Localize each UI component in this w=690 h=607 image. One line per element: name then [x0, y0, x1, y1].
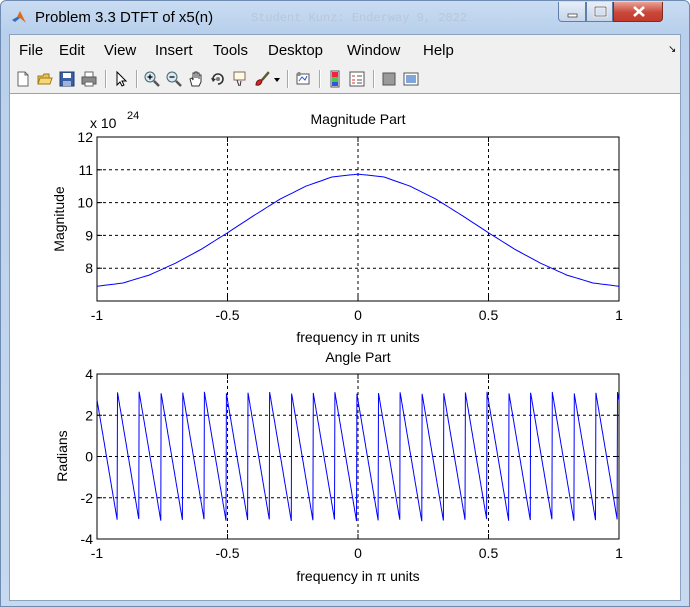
- zoom-out-icon[interactable]: [165, 70, 183, 88]
- show-plot-tools-icon[interactable]: [402, 70, 420, 88]
- angle-ytick-label: -2: [81, 490, 94, 506]
- magnitude-ytick-label: 11: [78, 162, 93, 178]
- brush-icon[interactable]: [253, 70, 271, 88]
- magnitude-ticks: -1 -0.5 0 0.5 1 12 11 10 9 8: [77, 129, 623, 323]
- magnitude-grid: [97, 137, 619, 301]
- minimize-icon: [567, 13, 578, 18]
- magnitude-exponent: 24: [127, 110, 139, 122]
- magnitude-xtick-label: 0.5: [479, 307, 499, 323]
- angle-ytick-label: 2: [85, 407, 93, 423]
- menu-help[interactable]: Help: [423, 42, 454, 59]
- angle-ytick-label: 0: [85, 449, 93, 465]
- angle-xtick-label: 1: [615, 545, 623, 561]
- menu-insert[interactable]: Insert: [155, 42, 193, 59]
- angle-axes[interactable]: -1 -0.5 0 0.5 1 4 2 0 -2 -4 Angle Part Radians fr…: [54, 349, 623, 584]
- magnitude-ytick-label: 9: [85, 227, 93, 243]
- link-plot-icon[interactable]: [294, 70, 312, 88]
- window-title: Problem 3.3 DTFT of x5(n): [35, 9, 214, 26]
- angle-title: Angle Part: [325, 349, 390, 365]
- minimize-button[interactable]: [558, 2, 586, 22]
- magnitude-xlabel: frequency in π units: [296, 329, 419, 345]
- magnitude-xtick-label: 0: [354, 307, 362, 323]
- maximize-button[interactable]: [586, 2, 613, 22]
- close-icon: [633, 6, 645, 17]
- pan-icon[interactable]: [187, 70, 205, 88]
- colorbar-icon[interactable]: [326, 70, 344, 88]
- print-icon[interactable]: [80, 70, 98, 88]
- magnitude-multiplier: x 10: [90, 115, 117, 131]
- magnitude-xtick-label: 1: [615, 307, 623, 323]
- brush-dropdown-icon[interactable]: [272, 70, 282, 88]
- angle-ytick-label: -4: [81, 531, 94, 547]
- data-cursor-icon[interactable]: [231, 70, 249, 88]
- menu-window[interactable]: Window: [347, 42, 401, 59]
- magnitude-ytick-label: 10: [77, 195, 93, 211]
- angle-grid: [97, 374, 619, 539]
- menu-edit[interactable]: Edit: [59, 42, 85, 59]
- close-button[interactable]: [613, 2, 663, 22]
- magnitude-ylabel: Magnitude: [51, 186, 67, 252]
- angle-curve: [96, 391, 620, 522]
- magnitude-ytick-label: 12: [77, 129, 93, 145]
- new-figure-icon[interactable]: [14, 70, 32, 88]
- figure-toolbar: [10, 65, 680, 94]
- magnitude-axes-box: [96, 136, 620, 302]
- maximize-icon: [593, 5, 608, 18]
- background-window-text: Student Kunz: Enderway 9, 2022: [251, 11, 468, 25]
- angle-ytick-label: 4: [85, 366, 93, 382]
- angle-xtick-label: 0: [354, 545, 362, 561]
- toolbar-separator: [287, 70, 289, 88]
- open-file-icon[interactable]: [36, 70, 54, 88]
- matlab-logo-icon: [12, 11, 26, 23]
- zoom-in-icon[interactable]: [143, 70, 161, 88]
- figure-canvas: -1 -0.5 0 0.5 1 12 11 10 9 8 Magnitude Part x 10 …: [10, 94, 680, 600]
- angle-xtick-label: 0.5: [479, 545, 499, 561]
- magnitude-ytick-label: 8: [85, 260, 93, 276]
- magnitude-title: Magnitude Part: [311, 111, 406, 127]
- menu-bar: File Edit View Insert Tools Desktop Wind…: [10, 35, 680, 65]
- angle-xtick-label: -1: [91, 545, 104, 561]
- toolbar-separator: [105, 70, 107, 88]
- menu-tools[interactable]: Tools: [213, 42, 249, 59]
- legend-icon[interactable]: [348, 70, 366, 88]
- menu-desktop[interactable]: Desktop: [268, 42, 324, 59]
- magnitude-curve: [96, 173, 620, 287]
- title-bar[interactable]: Problem 3.3 DTFT of x5(n) Student Kunz: …: [1, 1, 689, 34]
- toolbar-separator: [373, 70, 375, 88]
- angle-ticks: -1 -0.5 0 0.5 1 4 2 0 -2 -4: [81, 366, 624, 561]
- angle-xlabel: frequency in π units: [296, 568, 419, 584]
- pointer-icon[interactable]: [112, 70, 130, 88]
- menu-file[interactable]: File: [19, 42, 44, 59]
- magnitude-xtick-label: -0.5: [215, 307, 239, 323]
- menu-overflow-arrow-icon[interactable]: ↘: [668, 44, 677, 55]
- magnitude-xtick-label: -1: [91, 307, 104, 323]
- hide-plot-tools-icon[interactable]: [380, 70, 398, 88]
- angle-ylabel: Radians: [54, 430, 70, 481]
- save-icon[interactable]: [58, 70, 76, 88]
- toolbar-separator: [319, 70, 321, 88]
- rotate-icon[interactable]: [209, 70, 227, 88]
- figure-client-area: File Edit View Insert Tools Desktop Wind…: [9, 34, 681, 601]
- menu-view[interactable]: View: [104, 42, 137, 59]
- toolbar-separator: [136, 70, 138, 88]
- angle-xtick-label: -0.5: [215, 545, 239, 561]
